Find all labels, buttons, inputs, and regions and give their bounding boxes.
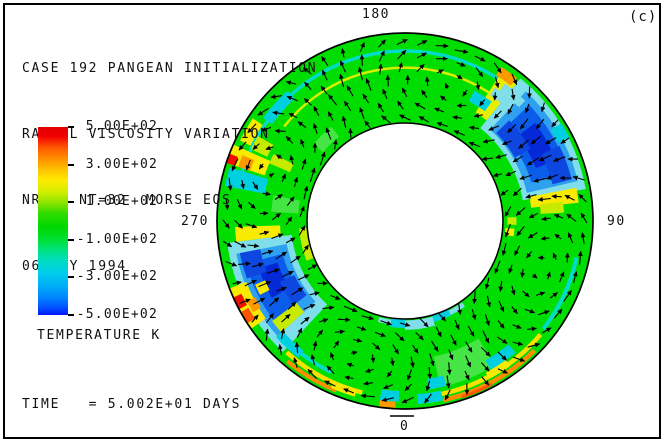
plot-caption-block: TIME = 5.002E+01 DAYS EQUATORIAL SECTION…	[22, 352, 346, 446]
colorbar-tick-mark	[68, 201, 74, 204]
colorbar-tick-mark	[68, 238, 74, 241]
colorbar-tick-mark	[68, 163, 74, 166]
colorbar-tick-label: -1.00E+02	[76, 231, 158, 247]
angle-label-90: 90	[607, 214, 626, 229]
panel-letter-label: (c)	[629, 9, 658, 25]
colorbar	[38, 127, 68, 315]
colorbar-tick-label: -3.00E+02	[76, 269, 158, 285]
colorbar-tick-label: 3.00E+02	[85, 156, 158, 172]
colorbar-tick-mark	[68, 314, 74, 316]
angle-label-270: 270	[181, 214, 209, 229]
caption-time: TIME = 5.002E+01 DAYS	[22, 397, 242, 412]
outer-boundary	[216, 32, 594, 410]
colorbar-tick-mark	[68, 276, 74, 279]
colorbar-tick-label: 1.00E+02	[85, 194, 158, 210]
colorbar-tick-label: -5.00E+02	[76, 307, 158, 322]
inner-boundary	[306, 122, 504, 320]
velocity-vector-field	[222, 39, 588, 404]
colorbar-title: TEMPERATURE K	[37, 328, 161, 343]
colorbar-tick-label: 5.00E+02	[85, 119, 158, 134]
angle-label-0: 0	[400, 419, 410, 434]
title-line-1: CASE 192 PANGEAN INITIALIZATION	[22, 61, 318, 76]
angle-label-180: 180	[362, 7, 390, 22]
colorbar-tick-mark	[68, 126, 74, 128]
plot-frame	[3, 3, 661, 439]
